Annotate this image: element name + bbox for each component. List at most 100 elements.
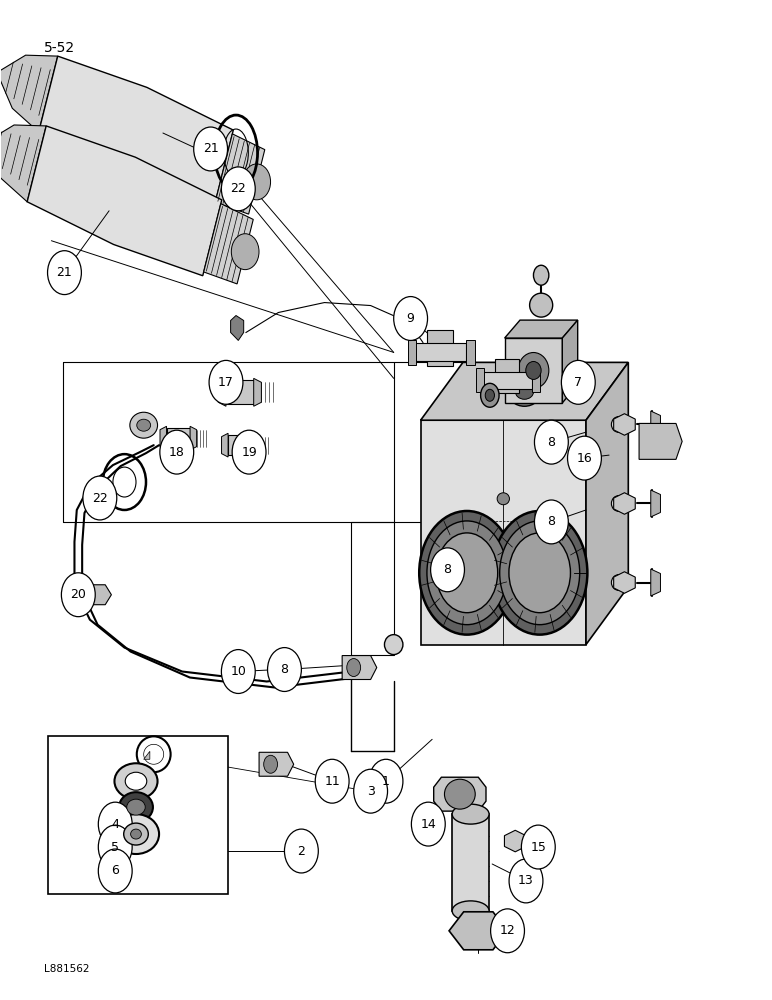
Ellipse shape	[518, 353, 549, 388]
Polygon shape	[27, 126, 222, 276]
Polygon shape	[505, 320, 577, 338]
Polygon shape	[226, 380, 254, 404]
Polygon shape	[231, 316, 244, 340]
Text: 20: 20	[70, 588, 86, 601]
Polygon shape	[651, 490, 661, 517]
Circle shape	[315, 759, 349, 803]
Polygon shape	[483, 372, 532, 389]
Polygon shape	[651, 411, 661, 438]
Text: 19: 19	[241, 446, 257, 459]
Polygon shape	[0, 55, 58, 132]
Text: 18: 18	[169, 446, 185, 459]
Polygon shape	[427, 330, 452, 366]
Ellipse shape	[137, 419, 151, 431]
Circle shape	[62, 573, 95, 617]
Circle shape	[268, 648, 301, 691]
Text: 4: 4	[111, 818, 119, 831]
Circle shape	[567, 436, 601, 480]
Text: 10: 10	[230, 665, 246, 678]
Ellipse shape	[452, 804, 489, 824]
Text: 21: 21	[56, 266, 73, 279]
Text: L881562: L881562	[44, 964, 90, 974]
Polygon shape	[614, 414, 635, 435]
Polygon shape	[586, 362, 628, 645]
Ellipse shape	[515, 383, 533, 399]
Text: 11: 11	[324, 775, 340, 788]
Ellipse shape	[542, 610, 557, 626]
Ellipse shape	[445, 779, 476, 809]
Ellipse shape	[526, 361, 541, 379]
Ellipse shape	[499, 521, 580, 625]
Ellipse shape	[492, 511, 587, 635]
Text: 8: 8	[547, 436, 555, 449]
Text: 17: 17	[218, 376, 234, 389]
Polygon shape	[408, 340, 416, 365]
Text: 5: 5	[111, 841, 119, 854]
Ellipse shape	[481, 383, 499, 407]
Text: 7: 7	[574, 376, 582, 389]
Circle shape	[431, 548, 465, 592]
Text: 1: 1	[382, 775, 390, 788]
Circle shape	[98, 802, 132, 846]
Circle shape	[232, 430, 266, 474]
Circle shape	[222, 167, 256, 211]
Ellipse shape	[130, 829, 141, 839]
Ellipse shape	[611, 575, 627, 590]
Ellipse shape	[243, 164, 270, 200]
Polygon shape	[415, 343, 466, 361]
Polygon shape	[222, 433, 228, 457]
Polygon shape	[495, 359, 519, 393]
Polygon shape	[215, 134, 265, 214]
Ellipse shape	[499, 545, 508, 555]
Circle shape	[534, 420, 568, 464]
Ellipse shape	[232, 234, 259, 270]
Polygon shape	[421, 420, 586, 645]
Polygon shape	[39, 56, 233, 206]
Circle shape	[194, 127, 228, 171]
Polygon shape	[48, 736, 229, 894]
Polygon shape	[342, 656, 377, 680]
Circle shape	[222, 650, 256, 693]
Ellipse shape	[127, 799, 145, 815]
Polygon shape	[167, 428, 190, 448]
Circle shape	[509, 859, 543, 903]
Ellipse shape	[611, 416, 627, 432]
Circle shape	[160, 430, 194, 474]
Polygon shape	[204, 204, 253, 284]
Polygon shape	[452, 814, 489, 911]
Text: 13: 13	[518, 874, 534, 887]
Ellipse shape	[114, 763, 157, 799]
Circle shape	[83, 476, 117, 520]
Circle shape	[369, 759, 403, 803]
Circle shape	[209, 360, 243, 404]
Polygon shape	[504, 830, 526, 852]
Polygon shape	[0, 125, 46, 202]
Ellipse shape	[611, 496, 627, 511]
Circle shape	[354, 769, 388, 813]
Ellipse shape	[507, 376, 541, 406]
Polygon shape	[466, 340, 476, 365]
Circle shape	[284, 829, 318, 873]
Polygon shape	[449, 912, 507, 950]
Polygon shape	[144, 751, 150, 759]
Ellipse shape	[452, 901, 489, 921]
Polygon shape	[228, 435, 252, 455]
Ellipse shape	[486, 389, 494, 401]
Text: 14: 14	[421, 818, 436, 831]
Polygon shape	[421, 362, 628, 420]
Text: 21: 21	[203, 142, 218, 155]
Text: 6: 6	[111, 864, 119, 877]
Ellipse shape	[509, 533, 571, 613]
Polygon shape	[190, 426, 197, 450]
Polygon shape	[614, 572, 635, 593]
Text: 8: 8	[547, 515, 555, 528]
Text: 5-52: 5-52	[44, 41, 75, 55]
Ellipse shape	[347, 659, 361, 677]
Ellipse shape	[530, 293, 553, 317]
Ellipse shape	[497, 493, 510, 505]
Ellipse shape	[124, 823, 148, 845]
Text: 8: 8	[444, 563, 452, 576]
Polygon shape	[639, 423, 682, 459]
Polygon shape	[505, 338, 562, 403]
Ellipse shape	[113, 814, 159, 854]
